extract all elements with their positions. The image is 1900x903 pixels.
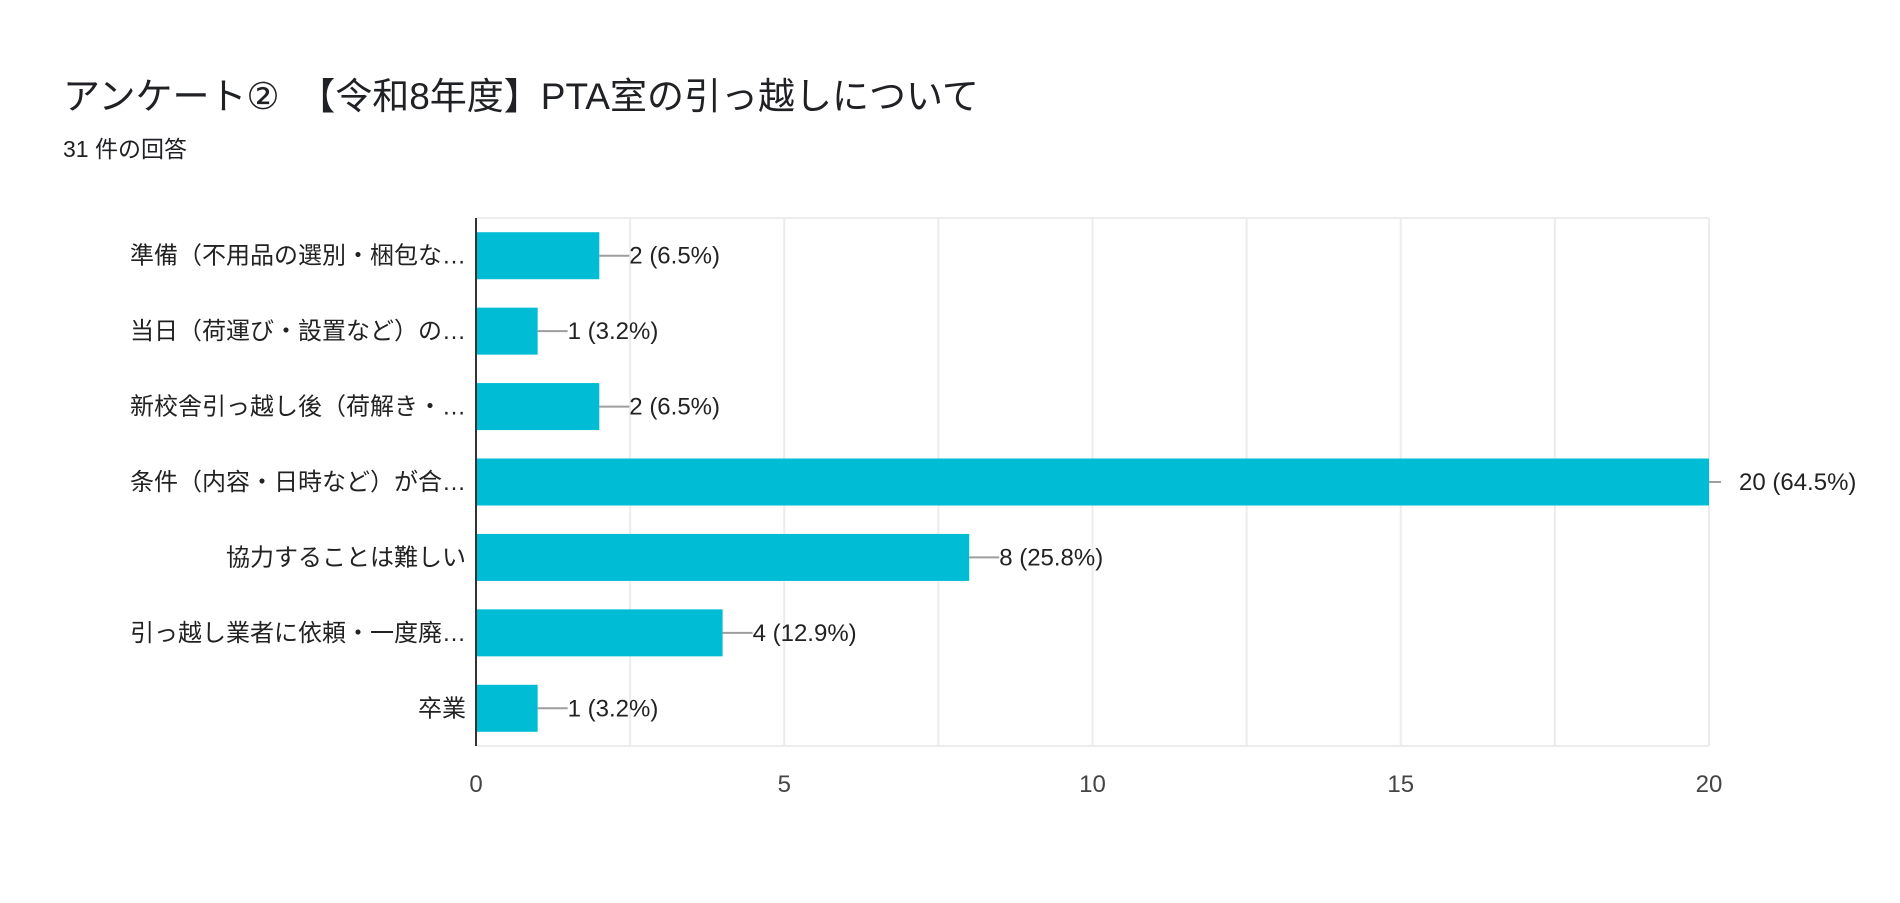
bar xyxy=(476,458,1709,506)
bar xyxy=(476,232,600,280)
data-label: 1 (3.2%) xyxy=(568,318,659,345)
bar xyxy=(476,307,538,355)
x-tick-label: 20 xyxy=(1696,771,1723,798)
bar xyxy=(476,383,600,431)
data-label: 20 (64.5%) xyxy=(1739,469,1856,496)
response-count: 31 件の回答 xyxy=(63,136,187,162)
chart-title: アンケート② 【令和8年度】PTA室の引っ越しについて xyxy=(63,76,979,117)
x-tick-label: 10 xyxy=(1079,771,1106,798)
data-label: 1 (3.2%) xyxy=(568,695,659,722)
data-label: 2 (6.5%) xyxy=(629,394,720,421)
category-label: 新校舎引っ越し後（荷解き・… xyxy=(130,394,466,421)
bar xyxy=(476,533,970,581)
category-label: 当日（荷運び・設置など）の… xyxy=(130,318,466,345)
x-tick-label: 0 xyxy=(469,771,482,798)
data-label: 8 (25.8%) xyxy=(999,544,1103,571)
bar xyxy=(476,684,538,732)
category-label: 卒業 xyxy=(418,695,466,722)
category-label: 条件（内容・日時など）が合… xyxy=(130,469,466,496)
bar xyxy=(476,609,723,657)
category-label: 協力することは難しい xyxy=(226,544,466,571)
data-label: 4 (12.9%) xyxy=(753,620,857,647)
data-label: 2 (6.5%) xyxy=(629,243,720,270)
category-label: 引っ越し業者に依頼・一度廃… xyxy=(130,620,466,647)
category-label: 準備（不用品の選別・梱包な… xyxy=(130,243,466,270)
x-tick-label: 5 xyxy=(778,771,791,798)
x-tick-label: 15 xyxy=(1387,771,1414,798)
